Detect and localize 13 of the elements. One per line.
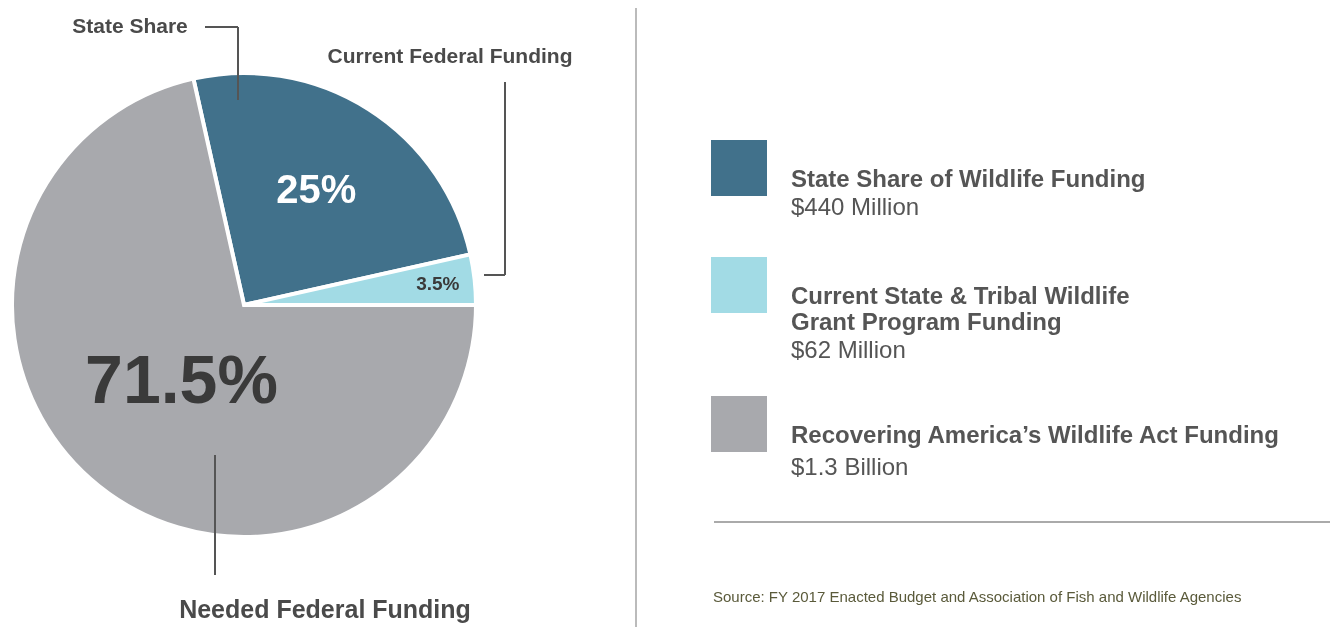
data-label: 71.5% [85,341,278,418]
data-label: 3.5% [416,272,460,294]
legend-label: State Share of Wildlife Funding [791,165,1146,192]
text: $62 Million [791,336,906,363]
source-note: Source: FY 2017 Enacted Budget and Association of Fish and Wildlife Agencies [713,588,1242,605]
data-label: 25% [276,167,357,212]
text: Needed Federal Funding [179,595,471,623]
text: State Share [72,14,188,37]
text: $440 Million [791,193,920,220]
legend-label: Current State & Tribal Wildlife Grant Program Funding [791,282,1130,335]
text: $1.3 Billion [791,453,909,480]
legend-label: Recovering America’s Wildlife Act Funding [791,421,1279,448]
text: Current Federal Funding [327,44,573,67]
